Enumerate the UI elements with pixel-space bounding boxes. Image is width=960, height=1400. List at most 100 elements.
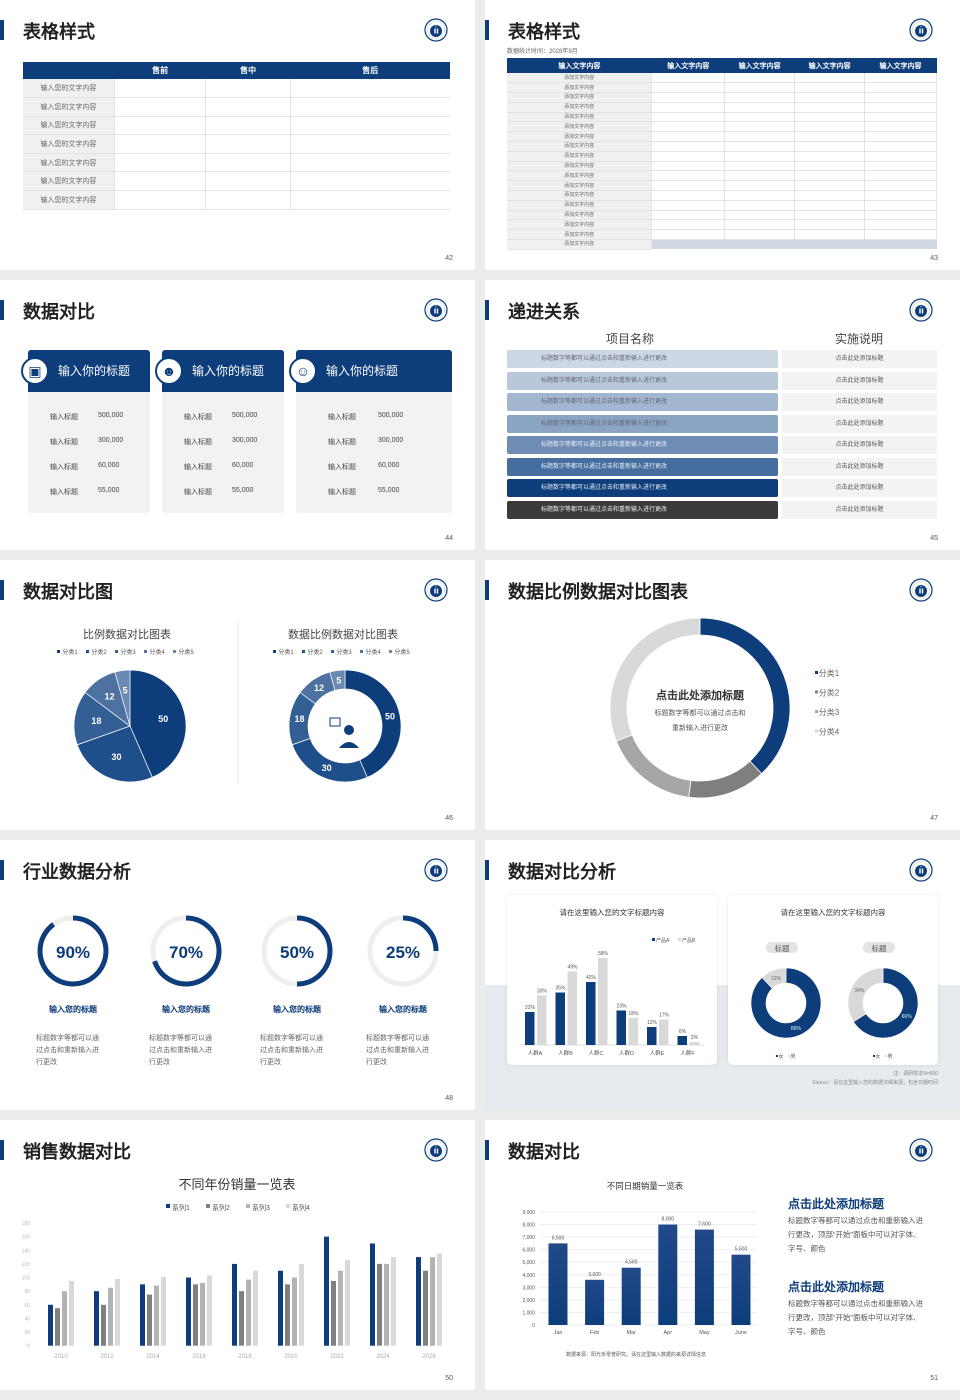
- table-cell[interactable]: [794, 161, 866, 172]
- table-cell[interactable]: [651, 180, 726, 192]
- table-cell[interactable]: [651, 151, 726, 162]
- table-cell[interactable]: [724, 131, 796, 143]
- table-cell[interactable]: [205, 97, 291, 117]
- table-cell[interactable]: [651, 102, 726, 113]
- progression-step[interactable]: 标题数字等都可以通过点击和重新输入进行更改: [507, 436, 778, 454]
- table-cell[interactable]: [724, 210, 796, 221]
- table-cell[interactable]: [205, 190, 291, 210]
- table-cell[interactable]: [651, 190, 726, 201]
- table-cell[interactable]: [651, 141, 726, 152]
- table-cell[interactable]: [205, 79, 291, 99]
- table-cell[interactable]: [724, 112, 796, 123]
- table-cell[interactable]: [724, 151, 796, 162]
- table-cell[interactable]: [864, 219, 937, 231]
- table-cell[interactable]: [205, 116, 291, 136]
- table-cell[interactable]: [651, 82, 726, 94]
- table-cell[interactable]: [864, 190, 937, 201]
- step-note[interactable]: 点击此处添加标题: [782, 500, 937, 519]
- table-cell[interactable]: [794, 229, 866, 241]
- table-cell[interactable]: [864, 200, 937, 211]
- progression-step[interactable]: 标题数字等都可以通过点击和重新输入进行更改: [507, 350, 778, 368]
- table-cell[interactable]: [724, 170, 796, 182]
- table-cell[interactable]: [290, 153, 450, 173]
- progression-step[interactable]: 标题数字等都可以通过点击和重新输入进行更改: [507, 500, 778, 519]
- table-cell[interactable]: [864, 180, 937, 192]
- table-cell[interactable]: [724, 92, 796, 103]
- table-cell[interactable]: [724, 73, 796, 84]
- table-cell[interactable]: [651, 210, 726, 221]
- table-cell[interactable]: [724, 239, 795, 250]
- table-cell[interactable]: [651, 131, 726, 143]
- table-cell[interactable]: [651, 170, 726, 182]
- step-note[interactable]: 点击此处添加标题: [782, 350, 937, 368]
- progression-step[interactable]: 标题数字等都可以通过点击和重新输入进行更改: [507, 371, 778, 390]
- table-cell[interactable]: [724, 190, 796, 201]
- table-cell[interactable]: [724, 102, 796, 113]
- table-cell[interactable]: [794, 141, 866, 152]
- table-cell[interactable]: [724, 121, 796, 133]
- table-cell[interactable]: [794, 170, 866, 182]
- table-cell[interactable]: [794, 73, 866, 84]
- table-cell[interactable]: [205, 171, 291, 192]
- table-cell[interactable]: [864, 82, 937, 94]
- table-cell[interactable]: [794, 239, 865, 250]
- table-cell[interactable]: [794, 190, 866, 201]
- table-cell[interactable]: [794, 82, 866, 94]
- table-cell[interactable]: [794, 102, 866, 113]
- step-note[interactable]: 点击此处添加标题: [782, 436, 937, 454]
- table-cell[interactable]: [651, 219, 726, 231]
- table-cell[interactable]: [651, 161, 726, 172]
- table-cell[interactable]: [724, 161, 796, 172]
- table-cell[interactable]: [864, 161, 937, 172]
- table-cell[interactable]: [290, 171, 450, 192]
- table-cell[interactable]: [794, 200, 866, 211]
- table-cell[interactable]: [651, 229, 726, 241]
- table-cell[interactable]: [651, 200, 726, 211]
- table-cell[interactable]: [114, 190, 207, 210]
- progression-step[interactable]: 标题数字等都可以通过点击和重新输入进行更改: [507, 393, 778, 411]
- table-cell[interactable]: [290, 79, 450, 99]
- table-cell[interactable]: [864, 73, 937, 84]
- table-cell[interactable]: [794, 210, 866, 221]
- table-cell[interactable]: [864, 112, 937, 123]
- table-cell[interactable]: [864, 170, 937, 182]
- progression-step[interactable]: 标题数字等都可以通过点击和重新输入进行更改: [507, 479, 778, 497]
- table-cell[interactable]: [794, 180, 866, 192]
- table-cell[interactable]: [724, 141, 796, 152]
- table-cell[interactable]: [651, 112, 726, 123]
- table-cell[interactable]: [651, 121, 726, 133]
- progression-step[interactable]: 标题数字等都可以通过点击和重新输入进行更改: [507, 414, 778, 433]
- table-cell[interactable]: [864, 131, 937, 143]
- table-cell[interactable]: [794, 92, 866, 103]
- table-cell[interactable]: [651, 92, 726, 103]
- table-cell[interactable]: [794, 131, 866, 143]
- table-cell[interactable]: [114, 153, 207, 173]
- table-cell[interactable]: [864, 121, 937, 133]
- table-cell[interactable]: [724, 180, 796, 192]
- step-note[interactable]: 点击此处添加标题: [782, 414, 937, 433]
- step-note[interactable]: 点击此处添加标题: [782, 479, 937, 497]
- table-cell[interactable]: [290, 116, 450, 136]
- table-cell[interactable]: [724, 82, 796, 94]
- table-cell[interactable]: [290, 134, 450, 154]
- table-cell[interactable]: [864, 141, 937, 152]
- table-cell[interactable]: [794, 112, 866, 123]
- table-cell[interactable]: [290, 190, 450, 210]
- table-cell[interactable]: [864, 92, 937, 103]
- table-cell[interactable]: [864, 239, 937, 250]
- table-cell[interactable]: [864, 229, 937, 241]
- table-cell[interactable]: [794, 151, 866, 162]
- table-cell[interactable]: [651, 73, 726, 84]
- table-cell[interactable]: [794, 219, 866, 231]
- step-note[interactable]: 点击此处添加标题: [782, 457, 937, 476]
- table-cell[interactable]: [651, 239, 725, 250]
- table-cell[interactable]: [724, 219, 796, 231]
- table-cell[interactable]: [864, 151, 937, 162]
- table-cell[interactable]: [290, 97, 450, 117]
- step-note[interactable]: 点击此处添加标题: [782, 393, 937, 411]
- step-note[interactable]: 点击此处添加标题: [782, 371, 937, 390]
- table-cell[interactable]: [205, 134, 291, 154]
- table-cell[interactable]: [114, 134, 207, 154]
- table-cell[interactable]: [864, 102, 937, 113]
- table-cell[interactable]: [724, 200, 796, 211]
